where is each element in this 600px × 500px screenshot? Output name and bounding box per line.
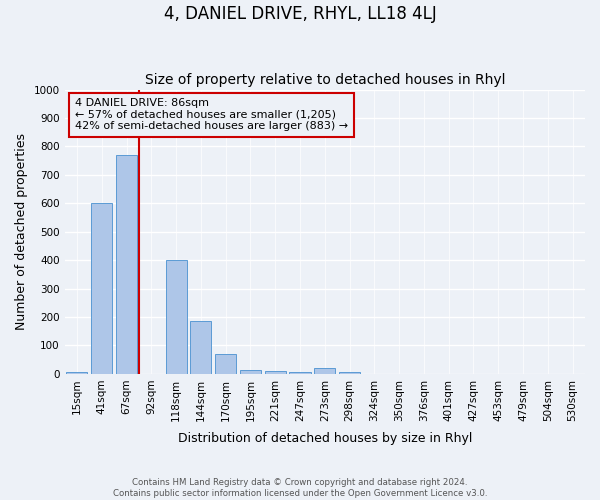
Y-axis label: Number of detached properties: Number of detached properties [15, 133, 28, 330]
Text: 4, DANIEL DRIVE, RHYL, LL18 4LJ: 4, DANIEL DRIVE, RHYL, LL18 4LJ [164, 5, 436, 23]
Bar [265, 371, 286, 374]
Bar [289, 372, 311, 374]
Text: Contains HM Land Registry data © Crown copyright and database right 2024.
Contai: Contains HM Land Registry data © Crown c… [113, 478, 487, 498]
Bar [67, 372, 88, 374]
X-axis label: Distribution of detached houses by size in Rhyl: Distribution of detached houses by size … [178, 432, 472, 445]
Bar [91, 204, 112, 374]
Bar [215, 354, 236, 374]
Bar [166, 260, 187, 374]
Bar [116, 155, 137, 374]
Title: Size of property relative to detached houses in Rhyl: Size of property relative to detached ho… [145, 73, 505, 87]
Bar [240, 370, 261, 374]
Bar [314, 368, 335, 374]
Text: 4 DANIEL DRIVE: 86sqm
← 57% of detached houses are smaller (1,205)
42% of semi-d: 4 DANIEL DRIVE: 86sqm ← 57% of detached … [75, 98, 348, 132]
Bar [190, 322, 211, 374]
Bar [339, 372, 360, 374]
